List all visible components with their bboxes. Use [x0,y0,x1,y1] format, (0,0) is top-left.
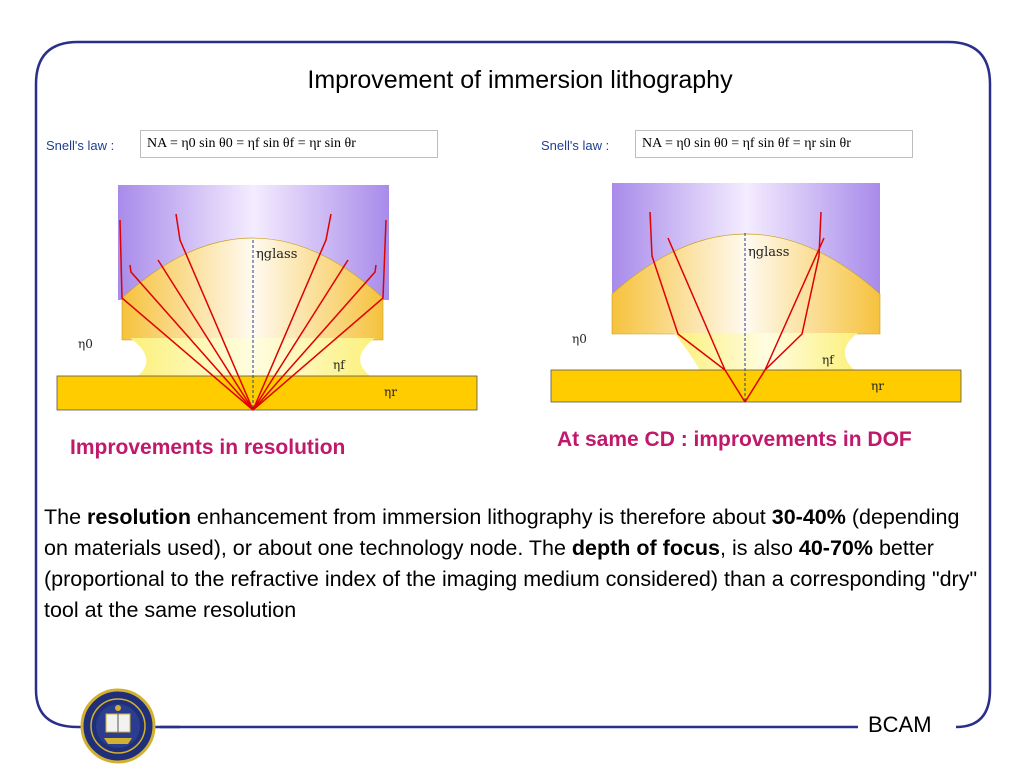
eta-glass-label-left: ηglass [256,247,297,262]
immersion-diagram-left: ηglass η0 ηf ηr [56,185,478,411]
wafer-right [550,369,962,403]
na-formula-right: NA = η0 sin θ0 = ηf sin θf = ηr sin θr [635,130,913,158]
paragraph-bold-percent-2: 40-70% [798,536,873,560]
immersion-diagram-right: ηglass η0 ηf ηr [550,183,962,403]
eta-0-label-right: η0 [572,332,587,346]
slide-title: Improvement of immersion lithography [307,66,733,94]
eta-r-label-left: ηr [384,385,397,399]
immersion-fluid-right [674,333,858,370]
eta-f-label-right: ηf [822,353,835,367]
paragraph-text-3: (depending on materials used), or about … [44,505,960,560]
paragraph-text-4: , is also [720,536,799,560]
eta-0-label-left: η0 [78,337,93,351]
caption-right: At same CD : improvements in DOF [557,428,912,451]
paragraph-text-5: better (proportional to the refractive i… [44,536,978,622]
university-seal-icon [80,688,156,764]
footer-label: BCAM [868,712,932,737]
paragraph-bold-dof: depth of focus [571,536,721,560]
wafer-left [56,375,478,411]
eta-f-label-left: ηf [333,358,346,372]
paragraph-text-1: The [44,505,88,529]
lens-glass-left [122,238,383,340]
caption-left: Improvements in resolution [70,436,346,459]
na-formula-left: NA = η0 sin θ0 = ηf sin θf = ηr sin θr [140,130,438,158]
light-rays-left [119,213,387,411]
lens-glass-right [612,234,880,334]
paragraph-text-2: enhancement from immersion lithography i… [190,505,772,529]
snells-law-label-right: Snell's law : [541,138,610,153]
eta-glass-label-right: ηglass [748,245,789,260]
paragraph-bold-resolution: resolution [87,505,191,529]
light-rays-right [649,211,825,403]
eta-r-label-right: ηr [871,379,884,393]
snells-law-label-left: Snell's law : [46,138,115,153]
body-paragraph: The resolution enhancement from immersio… [44,502,984,626]
paragraph-bold-percent-1: 30-40% [771,505,846,529]
